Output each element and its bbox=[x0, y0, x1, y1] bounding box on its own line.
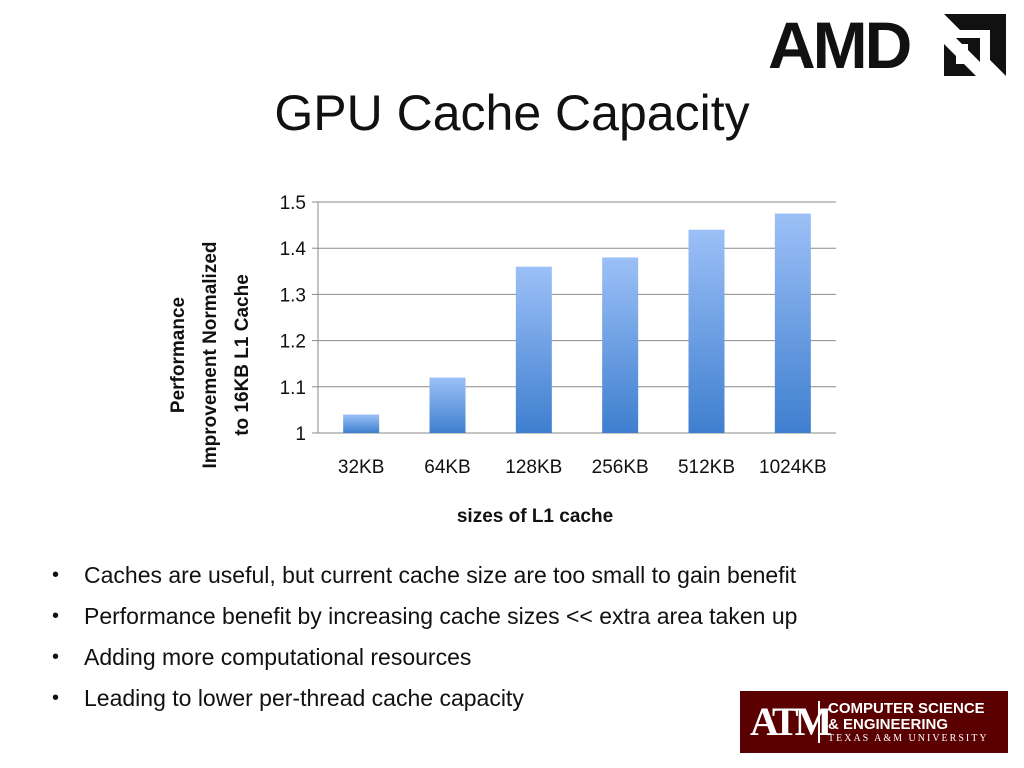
slide-title: GPU Cache Capacity bbox=[274, 85, 750, 141]
tamu-logo-line3: TEXAS A&M UNIVERSITY bbox=[828, 733, 989, 744]
bar-1024kb bbox=[774, 213, 811, 433]
y-tick-label: 1.2 bbox=[280, 332, 306, 353]
bar-512kb bbox=[688, 229, 725, 433]
bar-32kb bbox=[343, 414, 380, 433]
tamu-cse-logo: ATM COMPUTER SCIENCE & ENGINEERING TEXAS… bbox=[740, 691, 1008, 753]
chart-canvas: 1 1.1 1.2 1.3 1.4 1.5 32KB 64KB 128KB 256KB 512KB 1… bbox=[168, 193, 836, 527]
x-axis-title: sizes of L1 cache bbox=[457, 506, 613, 527]
x-tick-label: 64KB bbox=[424, 457, 470, 478]
y-axis-title-line: Improvement Normalized bbox=[200, 242, 221, 469]
y-tick-label: 1.4 bbox=[280, 239, 307, 260]
bullet-dot-icon: • bbox=[52, 687, 60, 709]
tamu-logo-line2: & ENGINEERING bbox=[828, 716, 949, 733]
x-tick-label: 512KB bbox=[678, 457, 735, 478]
tamu-atm-mark: ATM bbox=[750, 699, 832, 744]
bullet-text: Caches are useful, but current cache siz… bbox=[84, 562, 797, 588]
x-tick-label: 128KB bbox=[505, 457, 562, 478]
bar-64kb bbox=[429, 377, 466, 433]
bullet-item: • Performance benefit by increasing cache… bbox=[48, 596, 797, 637]
bar-128kb bbox=[515, 266, 552, 433]
bullet-item: • Adding more computational resources bbox=[48, 637, 797, 678]
bullet-dot-icon: • bbox=[52, 605, 60, 627]
bullet-text: Performance benefit by increasing cache … bbox=[84, 603, 798, 629]
amd-logo: AMD bbox=[764, 10, 1014, 80]
bullet-dot-icon: • bbox=[52, 646, 60, 668]
bar-256kb bbox=[602, 257, 639, 433]
y-tick-label: 1.1 bbox=[280, 378, 306, 399]
bullet-dot-icon: • bbox=[52, 564, 60, 586]
tamu-logo-line1: COMPUTER SCIENCE bbox=[828, 700, 985, 717]
y-tick-label: 1.5 bbox=[280, 193, 306, 214]
y-axis-title-line: to 16KB L1 Cache bbox=[232, 274, 253, 436]
bullet-text: Adding more computational resources bbox=[84, 644, 472, 670]
x-tick-label: 1024KB bbox=[759, 457, 827, 478]
y-tick-label: 1 bbox=[295, 424, 306, 445]
y-axis-title-line: Performance bbox=[168, 297, 189, 413]
y-tick-label: 1.3 bbox=[280, 285, 306, 306]
bullet-text: Leading to lower per-thread cache capaci… bbox=[84, 685, 524, 711]
amd-arrow-icon bbox=[944, 14, 1006, 76]
bullet-list: • Caches are useful, but current cache si… bbox=[48, 555, 797, 719]
x-tick-label: 256KB bbox=[592, 457, 649, 478]
tamu-logo-divider bbox=[818, 701, 820, 743]
bullet-item: • Leading to lower per-thread cache capac… bbox=[48, 678, 797, 719]
bullet-item: • Caches are useful, but current cache si… bbox=[48, 555, 797, 596]
bar-chart: 1 1.1 1.2 1.3 1.4 1.5 32KB 64KB 128KB 256KB 512KB 1… bbox=[150, 180, 870, 540]
x-tick-label: 32KB bbox=[338, 457, 384, 478]
amd-logo-text: AMD bbox=[768, 8, 912, 82]
